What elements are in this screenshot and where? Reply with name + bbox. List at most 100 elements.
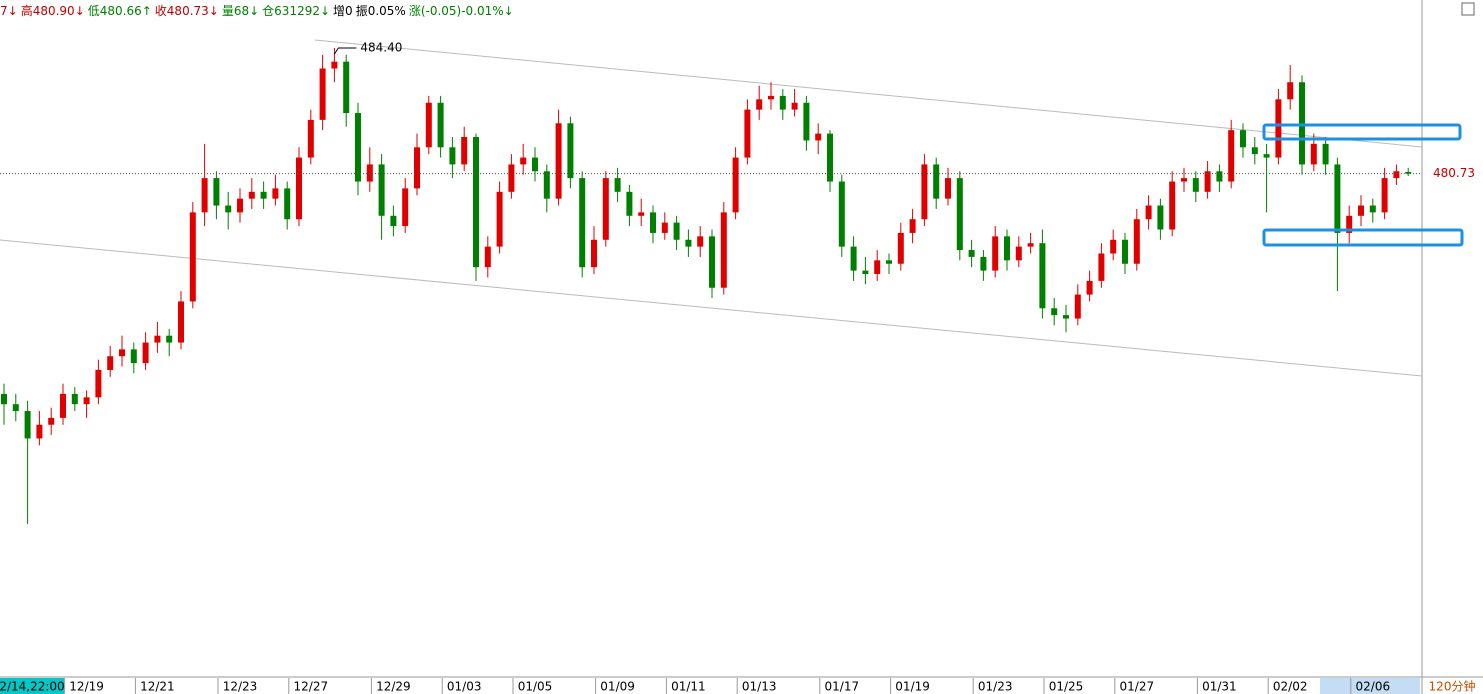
candle-body	[1015, 246, 1022, 261]
candle-body	[1240, 130, 1246, 148]
candle-body	[874, 260, 881, 275]
candle-body	[1263, 154, 1270, 158]
candle-body	[473, 137, 479, 268]
header-field: 振0.05%	[356, 4, 406, 18]
candle-body	[768, 95, 774, 100]
candle-body	[24, 411, 31, 439]
highlight-box	[1262, 228, 1464, 247]
candle-body	[886, 260, 892, 264]
candle-body	[1039, 243, 1046, 309]
candle-body	[732, 157, 739, 213]
candle-body	[1098, 253, 1105, 281]
candle-body	[1063, 315, 1069, 319]
candle-body	[1074, 294, 1081, 319]
candle-body	[1110, 239, 1117, 254]
x-tick-label: 02/06	[1356, 680, 1391, 694]
x-tick-label: 01/11	[671, 680, 706, 694]
candle-body	[1310, 143, 1317, 165]
candle-body	[119, 349, 125, 357]
x-tick-label: 01/31	[1202, 680, 1237, 694]
window-icon[interactable]	[1461, 2, 1475, 16]
x-tick-label: 12/27	[294, 680, 329, 694]
candle-body	[862, 270, 869, 275]
candle-body	[1004, 236, 1010, 261]
candle-body	[827, 133, 833, 182]
candle-body	[225, 205, 232, 213]
header-field: 涨(-0.05)-0.01%↓	[409, 3, 514, 18]
candle-body	[296, 157, 302, 220]
candle-body	[980, 256, 987, 271]
candle-body	[1051, 308, 1058, 316]
candle-body	[1358, 205, 1364, 216]
candle-body	[614, 178, 621, 192]
candle-body	[520, 157, 527, 165]
x-tick-label: 02/02	[1273, 680, 1308, 694]
max-pointer	[333, 47, 357, 55]
header-field: 仓631292↓	[262, 4, 330, 18]
candle-body	[1181, 178, 1187, 182]
candle-body	[36, 424, 43, 439]
candle-body	[650, 212, 656, 233]
x-tick-label: 12/29	[376, 680, 411, 694]
candle-body	[779, 95, 786, 110]
candle-body	[201, 178, 208, 213]
x-tick-label: 12/21	[140, 680, 175, 694]
candle-body	[189, 212, 196, 302]
x-tick-label: 01/17	[825, 680, 860, 694]
candle-body	[378, 164, 385, 216]
selection-band	[1320, 678, 1420, 694]
candle-body	[272, 188, 279, 199]
candle-body	[591, 239, 597, 268]
candle-body	[12, 404, 19, 412]
x-tick-label: 01/19	[895, 680, 930, 694]
highlight-box	[1262, 123, 1462, 141]
candle-body	[1145, 205, 1152, 220]
x-tick-label: 01/09	[600, 680, 635, 694]
candle-body	[307, 119, 314, 158]
candle-body	[331, 61, 338, 69]
candle-body	[48, 417, 55, 425]
candle-body	[1216, 171, 1223, 182]
candle-body	[1287, 82, 1294, 100]
candle-body	[1251, 147, 1258, 155]
header-field: 7↓	[0, 4, 18, 18]
trend-line	[314, 39, 1423, 148]
candle-body	[60, 393, 66, 418]
x-tick-label: 01/13	[742, 680, 777, 694]
header-field: 收480.73↓	[155, 4, 219, 18]
cursor-label-bg	[0, 678, 64, 694]
candle-body	[319, 68, 326, 120]
candle-body	[744, 109, 751, 158]
candle-body	[626, 191, 633, 216]
candle-body	[1157, 205, 1164, 230]
candle-body	[248, 191, 255, 199]
candle-body	[355, 113, 361, 182]
candle-body	[838, 181, 845, 247]
x-tick-label: 12/23	[223, 680, 258, 694]
candle-body	[992, 236, 999, 271]
candle-body	[154, 335, 161, 343]
candle-body	[461, 137, 468, 165]
candle-body	[1334, 164, 1341, 233]
candle-body	[709, 236, 715, 288]
candle-body	[1228, 130, 1235, 182]
candle-body	[945, 178, 951, 199]
candle-body	[756, 99, 763, 110]
candle-body	[685, 239, 692, 247]
candle-body	[237, 198, 243, 213]
candle-body	[366, 164, 373, 182]
candle-body	[638, 212, 645, 216]
candle-body	[1122, 239, 1128, 264]
candle-body	[508, 164, 515, 192]
x-tick-label: 01/23	[978, 680, 1013, 694]
candle-body	[142, 342, 149, 364]
candle-body	[1086, 280, 1093, 295]
candle-body	[933, 164, 940, 199]
candle-body	[484, 246, 491, 268]
candle-body	[260, 191, 267, 199]
candle-body	[390, 215, 397, 227]
candle-body	[543, 171, 550, 199]
candle-body	[1169, 181, 1176, 230]
